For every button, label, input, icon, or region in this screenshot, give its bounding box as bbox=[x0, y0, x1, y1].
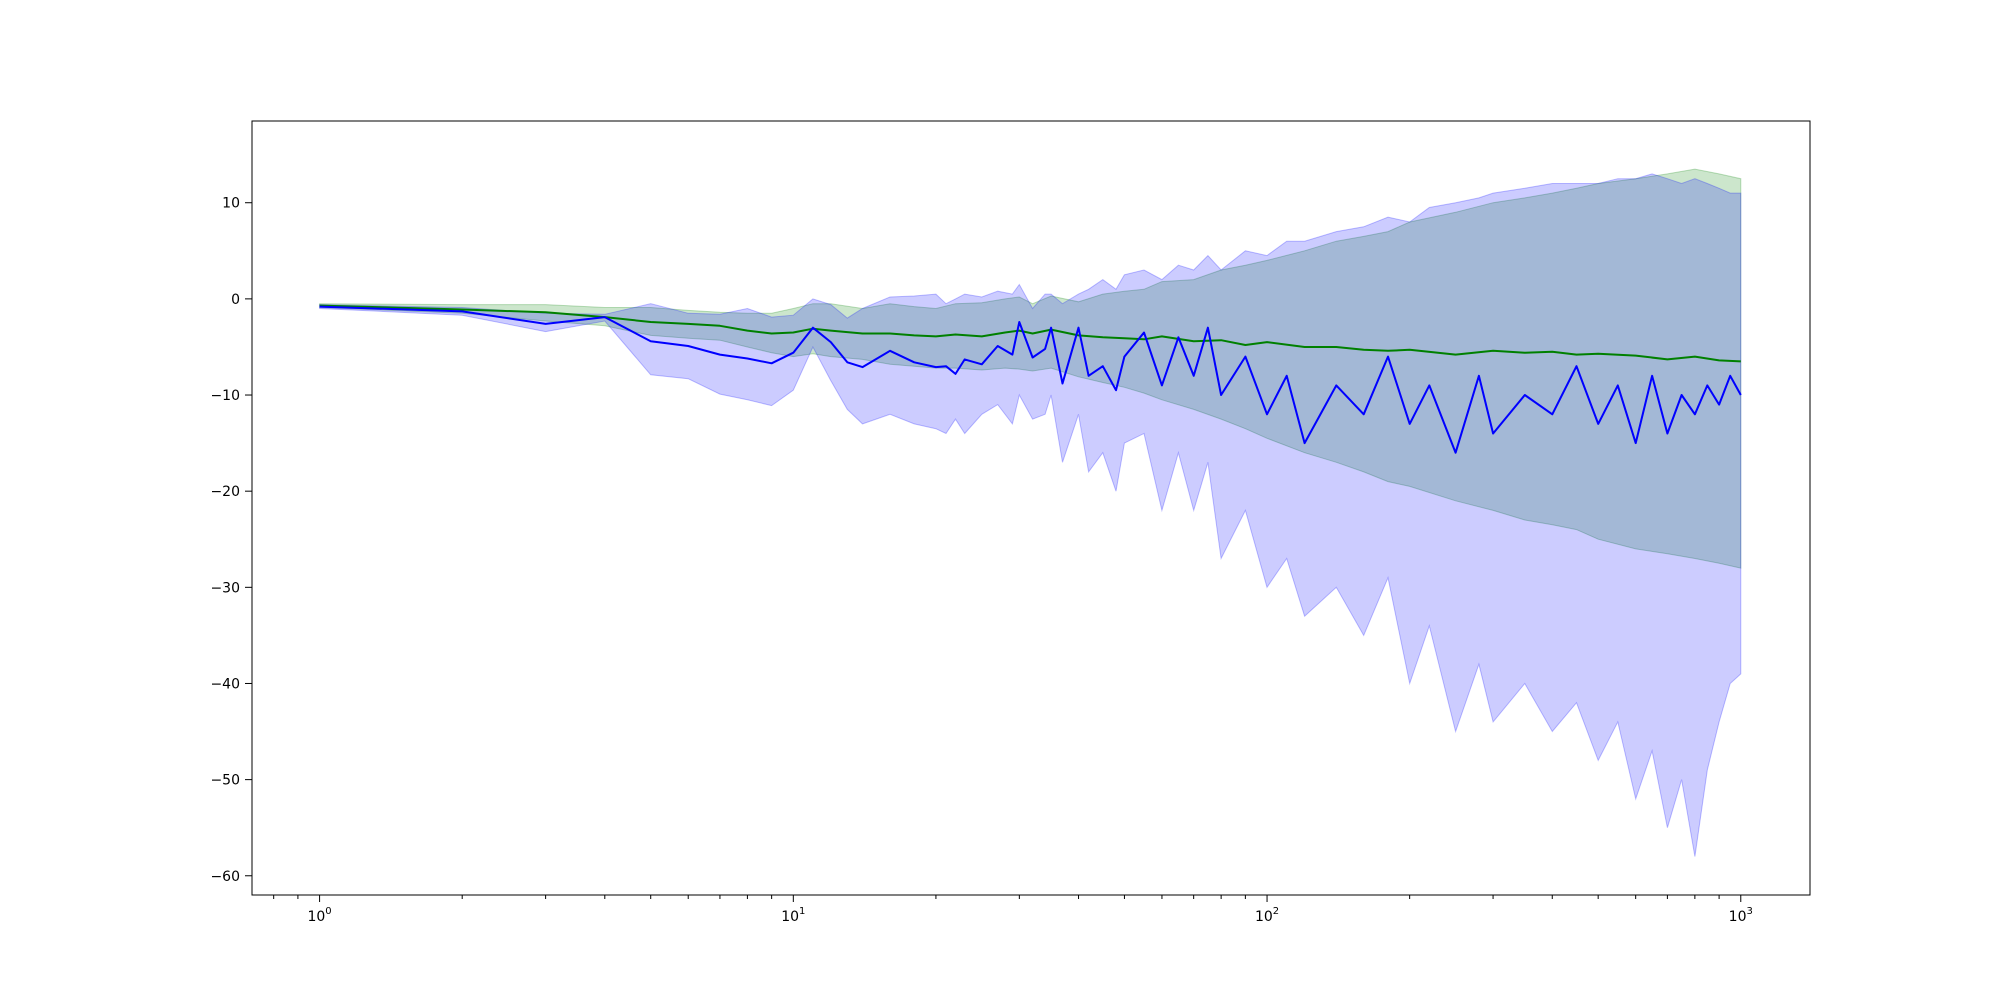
series-0-line bbox=[319, 304, 1741, 363]
y-tick-label: 10 bbox=[222, 196, 240, 212]
plot-frame bbox=[251, 120, 1811, 896]
y-tick-label: −10 bbox=[210, 388, 240, 404]
ticks-layer bbox=[245, 202, 1742, 902]
x-tick-label: 101 bbox=[781, 906, 805, 925]
series-1-line bbox=[319, 305, 1742, 454]
lines-layer bbox=[319, 304, 1742, 454]
y-tick-label: −50 bbox=[210, 773, 240, 789]
series-0-band bbox=[319, 168, 1742, 569]
x-tick-label: 100 bbox=[307, 906, 331, 925]
y-tick-label: 0 bbox=[231, 292, 240, 308]
x-tick-label: 103 bbox=[1729, 906, 1753, 925]
y-tick-label: −20 bbox=[210, 484, 240, 500]
x-tick-label: 102 bbox=[1255, 906, 1279, 925]
series-1-band bbox=[319, 173, 1742, 857]
y-tick-label: −60 bbox=[210, 869, 240, 885]
y-tick-label: −30 bbox=[210, 580, 240, 596]
bands-layer bbox=[319, 168, 1742, 857]
y-tick-label: −40 bbox=[210, 676, 240, 692]
